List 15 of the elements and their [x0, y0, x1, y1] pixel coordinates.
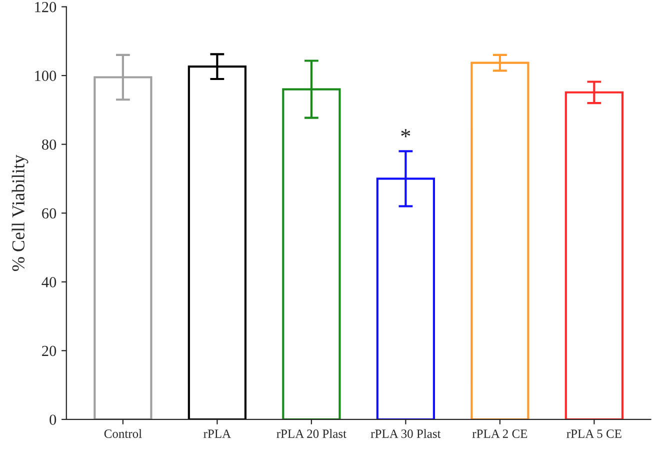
x-tick-label: rPLA 30 Plast [370, 429, 441, 438]
x-tick-label: rPLA 20 Plast [276, 429, 346, 438]
x-tick-label: rPLA 2 CE [472, 430, 528, 438]
y-tick-label: 20 [42, 346, 56, 356]
y-tick-label: 40 [42, 277, 56, 288]
x-tick-label: rPLA 5 CE [566, 430, 622, 438]
x-tick-label: Control [104, 429, 142, 438]
y-tick-label: 120 [35, 2, 56, 12]
y-tick-label: 100 [35, 70, 56, 81]
y-axis-title: % Cell Viability [12, 154, 28, 271]
y-tick-label: 0 [50, 414, 56, 425]
x-tick-label: rPLA [204, 430, 231, 438]
annotation: * [401, 129, 410, 138]
y-tick-label: 80 [42, 139, 56, 150]
y-tick-label: 60 [42, 208, 56, 219]
